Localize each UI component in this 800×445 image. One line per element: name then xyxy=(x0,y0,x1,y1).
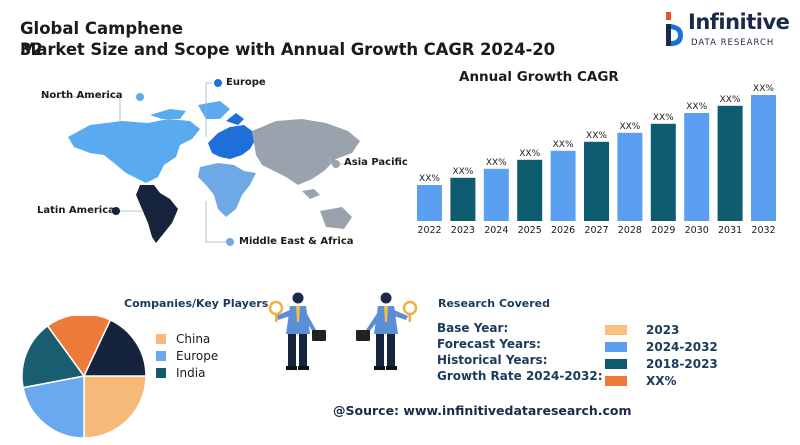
x-tick-label-2023: 2023 xyxy=(451,225,475,236)
bar-value-label-2024: XX% xyxy=(486,158,507,168)
research-value-growth-rate: XX% xyxy=(646,374,677,388)
bar-2022 xyxy=(417,185,442,221)
pie-slice-3 xyxy=(46,316,112,378)
legend-swatch-india xyxy=(156,367,166,378)
x-tick-label-2031: 2031 xyxy=(718,225,742,236)
legend-label-china: China xyxy=(176,331,211,346)
legend-swatch-china xyxy=(156,333,166,344)
map-latin-america xyxy=(136,185,178,243)
research-label-historical-years: Historical Years: xyxy=(437,353,548,367)
map-asia-pacific xyxy=(252,119,360,185)
companies-legend: China Europe India xyxy=(156,330,218,381)
bar-2031 xyxy=(717,105,743,221)
research-value-base-year: 2023 xyxy=(646,323,680,337)
legend-label-europe: Europe xyxy=(176,348,219,363)
businessman-with-magnifier-icon-2 xyxy=(356,292,418,370)
legend-label-india: India xyxy=(176,365,206,380)
subtitle-text: Market Size and Scope with Annual Growth… xyxy=(20,40,556,59)
x-tick-label-2027: 2027 xyxy=(584,225,608,236)
bar-value-label-2030: XX% xyxy=(686,102,707,112)
region-label-middle-east-africa: Middle East & Africa xyxy=(239,236,354,247)
region-label-europe: Europe xyxy=(226,77,266,88)
legend-item-china: China xyxy=(156,330,218,347)
map-europe xyxy=(208,125,256,159)
pie-slice-4 xyxy=(82,318,147,377)
subtitle-overlap-number: 32 xyxy=(20,40,43,59)
map-north-america xyxy=(68,119,200,183)
bar-value-label-2025: XX% xyxy=(519,149,540,159)
x-tick-label-2026: 2026 xyxy=(551,225,575,236)
businessman-with-magnifier-icon xyxy=(268,292,326,370)
brand-logo: Infinitive DATA RESEARCH xyxy=(664,8,796,56)
bar-value-label-2026: XX% xyxy=(553,140,574,150)
pie-slice-1 xyxy=(22,375,85,439)
research-swatch-historical-years xyxy=(605,359,627,369)
bar-value-label-2022: XX% xyxy=(419,174,440,184)
chart-title: Annual Growth CAGR xyxy=(459,69,619,85)
x-tick-label-2024: 2024 xyxy=(484,225,508,236)
bar-value-label-2031: XX% xyxy=(720,95,741,105)
bar-2026 xyxy=(550,150,576,221)
region-label-asia-pacific: Asia Pacific xyxy=(344,157,408,168)
logo-mark-icon xyxy=(666,12,683,46)
bar-value-label-2023: XX% xyxy=(452,167,473,177)
region-label-latin-america: Latin America xyxy=(37,205,115,216)
research-swatch-growth-rate xyxy=(605,376,627,386)
legend-swatch-europe xyxy=(156,350,166,361)
map-middle-east-africa xyxy=(198,163,256,217)
bar-2027 xyxy=(584,141,609,221)
bar-value-label-2032: XX% xyxy=(753,84,774,94)
logo-name: Infinitive xyxy=(688,10,790,34)
source-link[interactable]: @Source: www.infinitivedataresearch.com xyxy=(333,403,632,418)
bar-value-label-2029: XX% xyxy=(653,113,674,123)
research-swatch-forecast-years xyxy=(605,342,627,352)
world-map-graphic xyxy=(41,79,360,246)
legend-item-india: India xyxy=(156,364,218,381)
annual-growth-bar-chart: XX% 2022 XX% 2023 XX% 2024 XX% 2025 XX% 2026 XX% 20… xyxy=(417,84,776,236)
research-label-forecast-years: Forecast Years: xyxy=(437,337,541,351)
research-heading: Research Covered xyxy=(438,297,550,310)
research-value-historical-years: 2018-2023 xyxy=(646,357,718,371)
x-tick-label-2028: 2028 xyxy=(618,225,642,236)
bar-2029 xyxy=(650,123,676,221)
research-label-growth-rate: Growth Rate 2024-2032: xyxy=(437,369,603,383)
bar-2024 xyxy=(483,168,509,221)
world-map: North America Europe Asia Pacific Latin … xyxy=(30,75,410,260)
pie-slice-2 xyxy=(21,324,86,389)
research-value-forecast-years: 2024-2032 xyxy=(646,340,718,354)
x-tick-label-2022: 2022 xyxy=(417,225,441,236)
x-tick-label-2030: 2030 xyxy=(685,225,709,236)
companies-pie-chart xyxy=(21,316,147,439)
bar-2030 xyxy=(684,113,710,221)
legend-item-europe: Europe xyxy=(156,347,218,364)
companies-heading: Companies/Key Players xyxy=(124,297,269,310)
research-label-base-year: Base Year: xyxy=(437,321,509,335)
bar-2023 xyxy=(450,177,476,221)
x-tick-label-2032: 2032 xyxy=(751,225,775,236)
research-swatch-base-year xyxy=(605,325,627,335)
x-tick-label-2025: 2025 xyxy=(518,225,542,236)
bar-value-label-2028: XX% xyxy=(619,122,640,132)
x-tick-label-2029: 2029 xyxy=(651,225,675,236)
bar-value-label-2027: XX% xyxy=(586,131,607,141)
pie-slice-0 xyxy=(83,375,147,439)
page-title: Global Camphene xyxy=(20,19,184,38)
bar-2028 xyxy=(617,132,643,221)
bar-2025 xyxy=(517,159,543,221)
region-label-north-america: North America xyxy=(41,90,123,101)
bar-2032 xyxy=(751,95,776,221)
logo-subtitle: DATA RESEARCH xyxy=(691,38,775,48)
